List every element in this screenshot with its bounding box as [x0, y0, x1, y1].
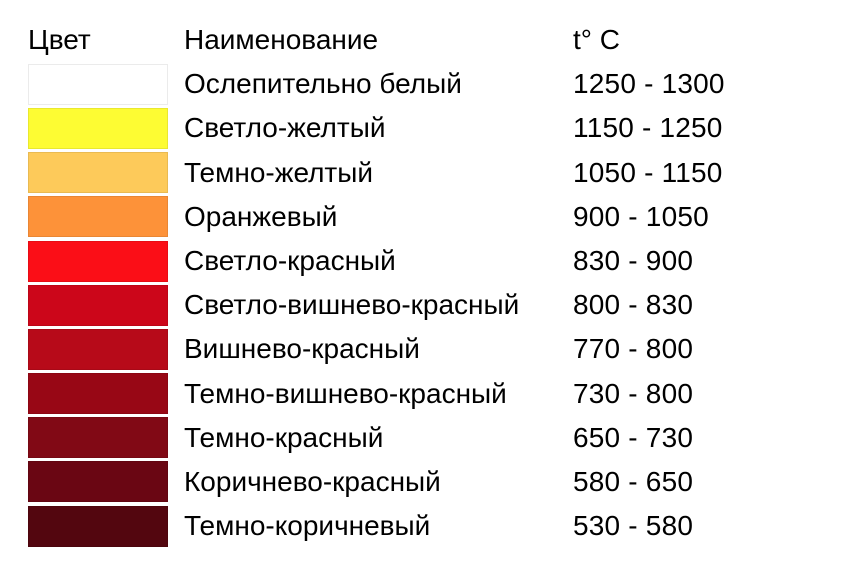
swatch-cell — [28, 327, 178, 371]
temp-cell: 1250 - 1300 — [573, 68, 833, 100]
color-swatch — [28, 506, 168, 547]
color-temperature-table: Цвет Наименование t° C Ослепительно белы… — [0, 0, 841, 556]
header-color-cell: Цвет — [28, 18, 178, 62]
color-swatch — [28, 196, 168, 237]
temp-range: 580 - 650 — [573, 466, 693, 497]
table-row: Темно-вишнево-красный 730 - 800 — [28, 372, 833, 416]
table-row: Светло-вишнево-красный 800 - 830 — [28, 283, 833, 327]
table-row: Коричнево-красный 580 - 650 — [28, 460, 833, 504]
header-temp-cell: t° C — [573, 24, 833, 56]
name-cell: Светло-вишнево-красный — [178, 289, 573, 321]
header-color-label: Цвет — [28, 24, 91, 56]
table-row: Светло-красный 830 - 900 — [28, 239, 833, 283]
color-name: Светло-красный — [184, 245, 396, 276]
temp-range: 1150 - 1250 — [573, 112, 723, 143]
swatch-cell — [28, 283, 178, 327]
color-name: Темно-коричневый — [184, 510, 430, 541]
temp-range: 1050 - 1150 — [573, 157, 723, 188]
color-name: Коричнево-красный — [184, 466, 441, 497]
temp-cell: 580 - 650 — [573, 466, 833, 498]
swatch-cell — [28, 151, 178, 195]
temp-cell: 770 - 800 — [573, 333, 833, 365]
color-name: Оранжевый — [184, 201, 337, 232]
name-cell: Темно-вишнево-красный — [178, 378, 573, 410]
temp-cell: 800 - 830 — [573, 289, 833, 321]
temp-cell: 650 - 730 — [573, 422, 833, 454]
table-row: Оранжевый 900 - 1050 — [28, 195, 833, 239]
swatch-cell — [28, 106, 178, 150]
temp-range: 650 - 730 — [573, 422, 693, 453]
temp-range: 900 - 1050 — [573, 201, 709, 232]
swatch-cell — [28, 416, 178, 460]
temp-range: 830 - 900 — [573, 245, 693, 276]
swatch-cell — [28, 460, 178, 504]
color-swatch — [28, 417, 168, 458]
name-cell: Темно-красный — [178, 422, 573, 454]
color-name: Вишнево-красный — [184, 333, 420, 364]
table-row: Вишнево-красный 770 - 800 — [28, 327, 833, 371]
color-swatch — [28, 373, 168, 414]
color-name: Темно-красный — [184, 422, 383, 453]
header-name-cell: Наименование — [178, 24, 573, 56]
table-row: Темно-коричневый 530 - 580 — [28, 504, 833, 548]
color-name: Светло-желтый — [184, 112, 385, 143]
name-cell: Ослепительно белый — [178, 68, 573, 100]
name-cell: Светло-красный — [178, 245, 573, 277]
header-temp-label: t° C — [573, 24, 620, 55]
temp-cell: 730 - 800 — [573, 378, 833, 410]
swatch-cell — [28, 504, 178, 548]
color-name: Ослепительно белый — [184, 68, 462, 99]
color-name: Светло-вишнево-красный — [184, 289, 519, 320]
color-name: Темно-вишнево-красный — [184, 378, 507, 409]
color-swatch — [28, 152, 168, 193]
color-swatch — [28, 329, 168, 370]
table-row: Темно-красный 650 - 730 — [28, 416, 833, 460]
temp-cell: 530 - 580 — [573, 510, 833, 542]
name-cell: Коричнево-красный — [178, 466, 573, 498]
temp-range: 530 - 580 — [573, 510, 693, 541]
header-row: Цвет Наименование t° C — [28, 18, 833, 62]
temp-cell: 1050 - 1150 — [573, 157, 833, 189]
temp-range: 800 - 830 — [573, 289, 693, 320]
name-cell: Вишнево-красный — [178, 333, 573, 365]
name-cell: Оранжевый — [178, 201, 573, 233]
table-row: Темно-желтый 1050 - 1150 — [28, 151, 833, 195]
name-cell: Темно-коричневый — [178, 510, 573, 542]
swatch-cell — [28, 372, 178, 416]
color-swatch — [28, 108, 168, 149]
swatch-cell — [28, 62, 178, 106]
name-cell: Темно-желтый — [178, 157, 573, 189]
color-swatch — [28, 461, 168, 502]
name-cell: Светло-желтый — [178, 112, 573, 144]
color-swatch — [28, 285, 168, 326]
swatch-cell — [28, 239, 178, 283]
temp-range: 1250 - 1300 — [573, 68, 725, 99]
temp-cell: 830 - 900 — [573, 245, 833, 277]
temp-range: 730 - 800 — [573, 378, 693, 409]
temp-cell: 900 - 1050 — [573, 201, 833, 233]
color-name: Темно-желтый — [184, 157, 373, 188]
table-row: Светло-желтый 1150 - 1250 — [28, 106, 833, 150]
temp-range: 770 - 800 — [573, 333, 693, 364]
temp-cell: 1150 - 1250 — [573, 112, 833, 144]
color-swatch — [28, 64, 168, 105]
color-swatch — [28, 241, 168, 282]
swatch-cell — [28, 195, 178, 239]
table-row: Ослепительно белый 1250 - 1300 — [28, 62, 833, 106]
header-name-label: Наименование — [184, 24, 378, 55]
